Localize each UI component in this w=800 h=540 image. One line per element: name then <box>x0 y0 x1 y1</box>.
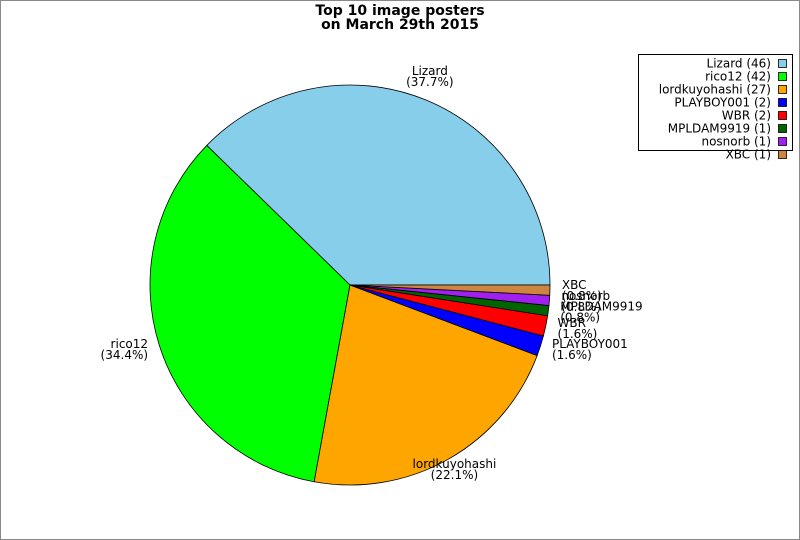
slice-label: lordkuyohashi <box>413 457 497 471</box>
slice-percent: (37.7%) <box>406 75 453 89</box>
slice-percent: (0.8%) <box>560 311 600 325</box>
slice-percent: (0.8%) <box>562 289 602 303</box>
slice-percent: (0.8%) <box>561 300 601 314</box>
legend-swatch <box>778 59 787 68</box>
legend-label: lordkuyohashi (27) <box>659 83 771 97</box>
legend-swatch <box>778 111 787 120</box>
pie-slice <box>206 84 551 286</box>
slice-label: Lizard <box>412 64 448 78</box>
pie-slice <box>349 284 551 296</box>
slice-percent: (34.4%) <box>101 348 148 362</box>
pie-slice <box>149 144 351 483</box>
slice-percent: (1.6%) <box>552 348 592 362</box>
legend-label: WBR (2) <box>722 109 771 123</box>
legend-label: PLAYBOY001 (2) <box>674 96 771 110</box>
legend-swatch <box>778 72 787 81</box>
chart-title: Top 10 image posters <box>315 3 484 19</box>
slice-label: nosnorb <box>561 289 610 303</box>
legend-label: XBC (1) <box>726 148 771 162</box>
legend-swatch <box>778 137 787 146</box>
legend-label: rico12 (42) <box>705 70 771 84</box>
slice-label: XBC <box>562 278 587 292</box>
slice-percent: (1.6%) <box>558 327 598 341</box>
pie-slice <box>313 284 538 486</box>
chart-title: on March 29th 2015 <box>321 17 479 33</box>
legend-label: MPLDAM9919 (1) <box>668 122 771 136</box>
legend-label: nosnorb (1) <box>701 135 771 149</box>
legend-label: Lizard (46) <box>707 57 771 71</box>
slice-label: rico12 <box>111 337 148 351</box>
legend-swatch <box>778 150 787 159</box>
slice-label: MPLDAM9919 <box>560 300 642 314</box>
legend-swatch <box>778 85 787 94</box>
legend-swatch <box>778 98 787 107</box>
legend-swatch <box>778 124 787 133</box>
slice-label: PLAYBOY001 <box>552 337 628 351</box>
slice-percent: (22.1%) <box>431 468 478 482</box>
slice-label: WBR <box>558 316 586 330</box>
legend-box <box>638 54 793 151</box>
